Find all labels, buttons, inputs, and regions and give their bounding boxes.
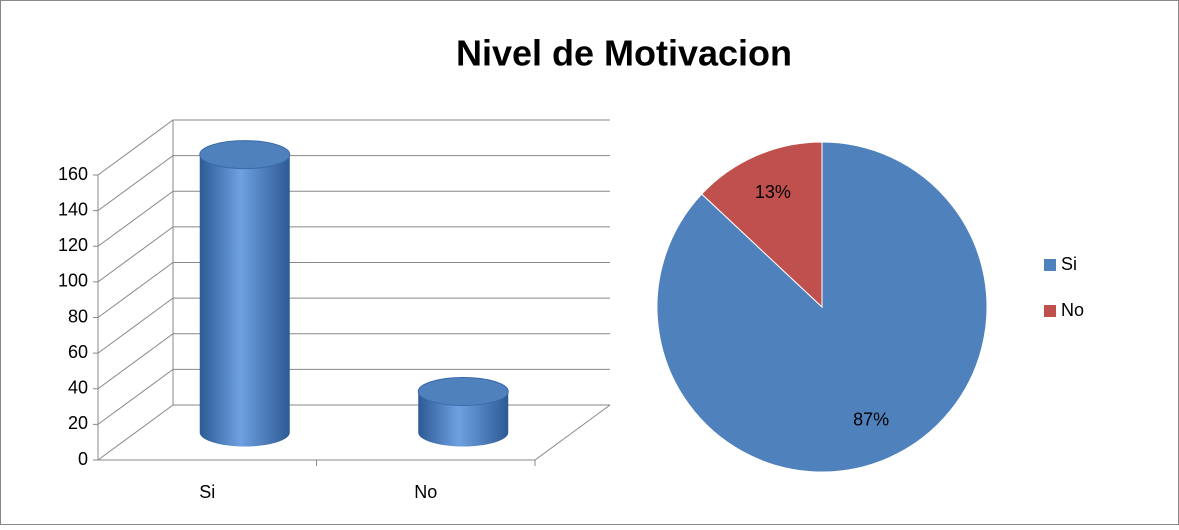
y-tick-label: 40 (68, 378, 88, 398)
y-tick-label: 60 (68, 342, 88, 362)
legend-swatch (1044, 305, 1056, 317)
bar-body (199, 154, 290, 447)
bar-top (199, 140, 291, 170)
bar-top (417, 377, 509, 407)
y-tick-label: 20 (68, 413, 88, 433)
bar (417, 377, 509, 447)
y-tick-label: 100 (58, 271, 88, 291)
legend-label: Si (1061, 254, 1077, 274)
x-tick-label: No (414, 482, 437, 502)
bar-body (418, 391, 509, 447)
y-tick-label: 140 (58, 199, 88, 219)
data-label: 13% (755, 182, 791, 202)
x-tick-label: Si (199, 482, 215, 502)
pie-slice (701, 141, 823, 309)
y-tick-label: 0 (78, 449, 88, 469)
legend-swatch (1044, 259, 1056, 271)
y-tick-label: 120 (58, 235, 88, 255)
data-label: 87% (853, 409, 889, 429)
legend-label: No (1061, 300, 1084, 320)
bar (199, 140, 291, 447)
y-tick-label: 80 (68, 306, 88, 326)
y-tick-label: 160 (58, 164, 88, 184)
chart-title: Nivel de Motivacion (456, 33, 792, 74)
